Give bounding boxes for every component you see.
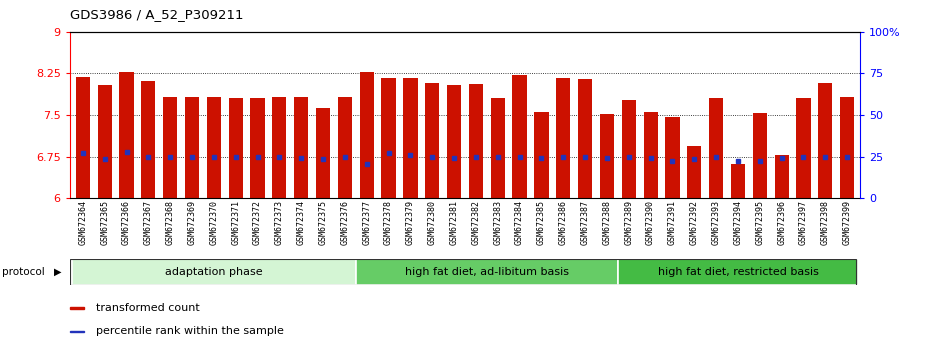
Bar	[163, 97, 178, 198]
Bar	[621, 99, 636, 198]
Bar	[185, 97, 199, 198]
Bar	[818, 84, 832, 198]
Bar	[469, 84, 483, 198]
Bar	[338, 97, 352, 198]
Bar	[72, 259, 356, 285]
Bar	[447, 85, 461, 198]
Text: ▶: ▶	[54, 267, 61, 277]
Bar	[141, 81, 155, 198]
Text: high fat diet, ad-libitum basis: high fat diet, ad-libitum basis	[405, 267, 569, 277]
Bar	[512, 75, 526, 198]
Bar	[425, 84, 439, 198]
Bar	[229, 98, 243, 198]
Bar	[294, 97, 309, 198]
Bar	[381, 78, 395, 198]
Bar	[600, 114, 614, 198]
Bar	[687, 145, 701, 198]
Text: GDS3986 / A_52_P309211: GDS3986 / A_52_P309211	[70, 8, 244, 21]
Bar	[556, 78, 570, 198]
Text: transformed count: transformed count	[96, 303, 200, 313]
Bar	[644, 112, 658, 198]
Text: protocol: protocol	[2, 267, 45, 277]
Bar	[404, 78, 418, 198]
Bar	[206, 97, 221, 198]
Bar	[752, 113, 767, 198]
Text: high fat diet, restricted basis: high fat diet, restricted basis	[658, 267, 818, 277]
Bar	[70, 331, 84, 332]
Bar	[840, 97, 855, 198]
Bar	[250, 98, 265, 198]
Bar	[535, 112, 549, 198]
Bar	[731, 164, 745, 198]
Bar	[491, 98, 505, 198]
Text: adaptation phase: adaptation phase	[165, 267, 262, 277]
Bar	[796, 98, 811, 198]
Bar	[70, 307, 84, 309]
Bar	[119, 72, 134, 198]
Bar	[665, 117, 680, 198]
Bar	[360, 72, 374, 198]
Bar	[75, 77, 90, 198]
Bar	[272, 97, 286, 198]
Text: percentile rank within the sample: percentile rank within the sample	[96, 326, 284, 336]
Bar	[618, 259, 858, 285]
Bar	[356, 259, 618, 285]
Bar	[316, 108, 330, 198]
Bar	[98, 85, 112, 198]
Bar	[775, 155, 789, 198]
Bar	[578, 79, 592, 198]
Bar	[709, 98, 724, 198]
